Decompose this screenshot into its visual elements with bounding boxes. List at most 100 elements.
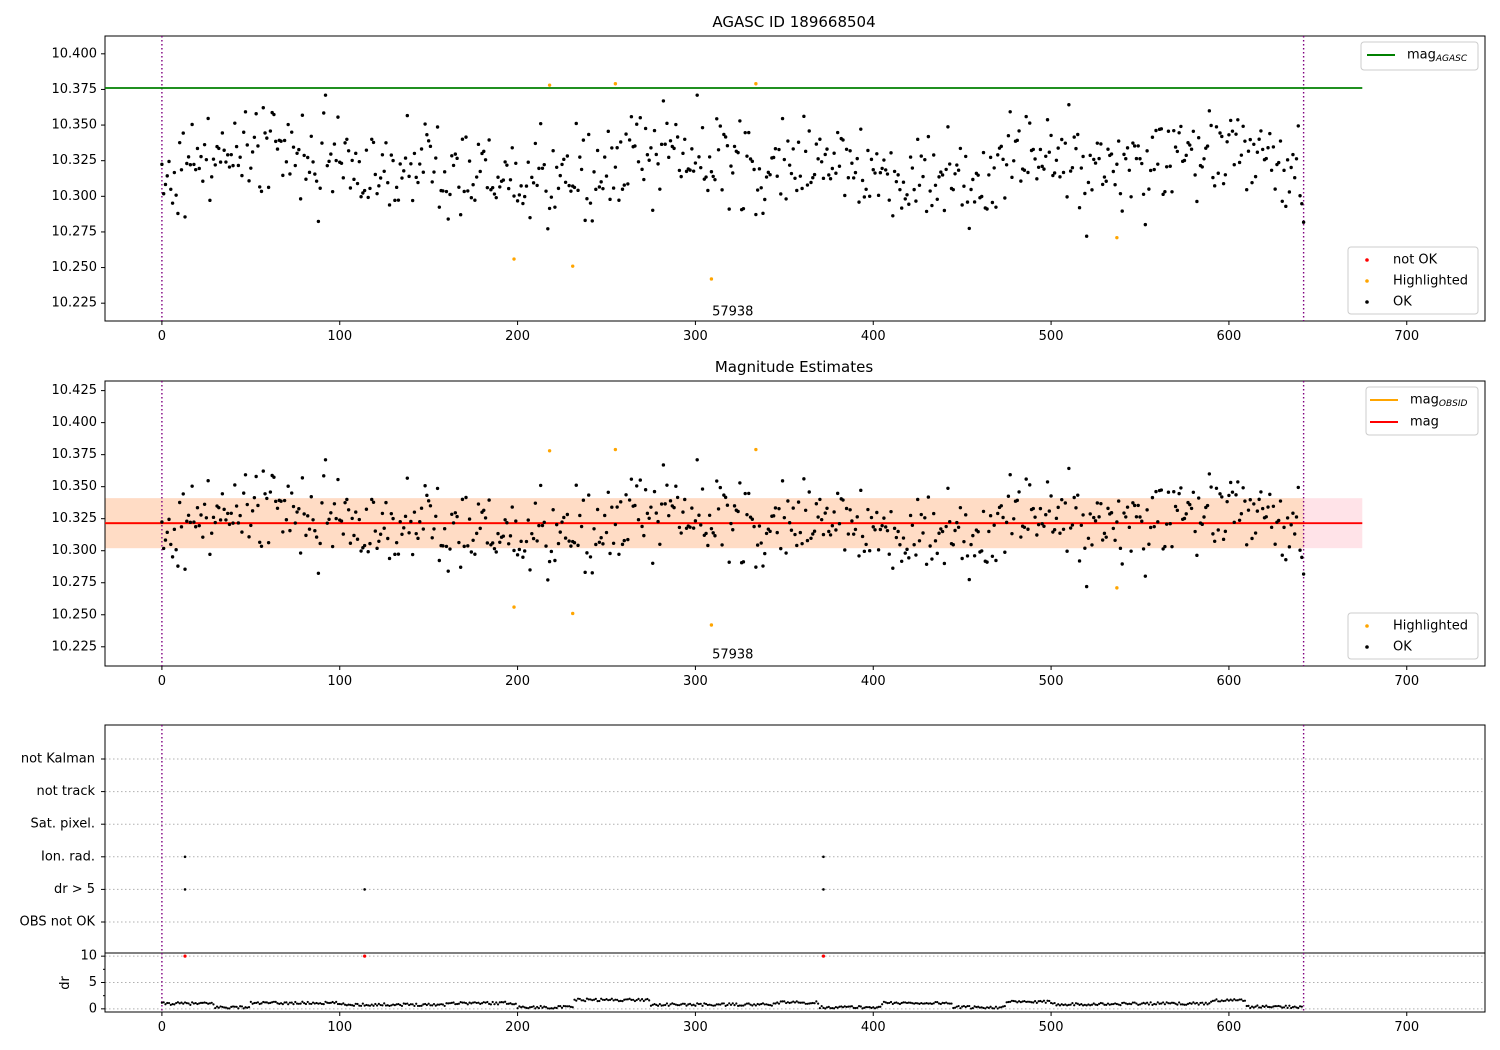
ok-point: [674, 122, 678, 127]
ok-point: [855, 515, 859, 519]
ok-point: [775, 174, 779, 178]
dr-point: [331, 1000, 334, 1004]
ok-point: [752, 524, 756, 529]
ok-point: [871, 525, 875, 529]
ok-point: [1237, 518, 1242, 522]
ok-point: [1177, 491, 1181, 496]
dr-point: [1130, 1003, 1133, 1006]
ok-point: [238, 513, 242, 518]
dr-point: [612, 999, 615, 1002]
ok-point: [1033, 157, 1037, 161]
ok-point: [878, 171, 883, 175]
ok-point: [699, 165, 703, 170]
ok-point: [373, 529, 378, 533]
dr-point: [676, 1004, 679, 1007]
dr-point: [1000, 1006, 1003, 1009]
ok-point: [656, 519, 660, 524]
ok-point: [859, 488, 863, 493]
dr-point: [1300, 1005, 1303, 1008]
dr-point: [630, 998, 633, 1001]
ok-point: [727, 207, 731, 211]
ok-point: [636, 160, 641, 164]
ok-point: [222, 507, 226, 512]
y-tick-label: 5: [89, 975, 97, 990]
ok-point: [994, 558, 998, 563]
ok-point: [174, 548, 178, 552]
dr-point: [801, 1001, 804, 1004]
ok-point: [505, 163, 509, 167]
ok-point: [617, 198, 621, 202]
ok-point: [1060, 137, 1064, 142]
flag-label: dr > 5: [54, 882, 95, 897]
ok-point: [1248, 498, 1252, 502]
ok-point: [691, 526, 696, 530]
ok-point: [796, 500, 801, 504]
ok-point: [1223, 173, 1228, 177]
dr-point: [735, 1002, 738, 1005]
dr-point: [1085, 1004, 1088, 1007]
dr-point: [1119, 1004, 1122, 1007]
dr-point: [955, 1005, 958, 1008]
dr-point: [1044, 1001, 1047, 1004]
ok-point: [848, 508, 852, 512]
dr-point: [543, 1005, 546, 1008]
dr-point: [1025, 1000, 1028, 1004]
x-tick-label: 200: [505, 329, 530, 344]
dr-point: [235, 1005, 238, 1008]
dr-point: [774, 1002, 777, 1005]
ok-point: [197, 166, 201, 171]
dr-point: [265, 1001, 268, 1004]
dr-point: [1179, 1003, 1183, 1006]
ok-point: [1122, 152, 1126, 157]
ok-point: [1211, 532, 1215, 536]
ok-point: [816, 515, 820, 519]
ok-point: [780, 479, 785, 483]
dr-point: [767, 1003, 770, 1006]
ok-point: [1230, 490, 1235, 494]
ok-point: [771, 155, 776, 160]
dr-point: [706, 1003, 709, 1007]
dr-point: [585, 997, 589, 1000]
dr-point: [886, 1002, 889, 1005]
ok-point: [802, 114, 806, 119]
ok-point: [1284, 558, 1288, 562]
ok-point: [272, 112, 276, 117]
ok-point: [784, 551, 788, 555]
legend-label: mag: [1410, 393, 1439, 408]
ok-point: [1266, 146, 1270, 150]
ok-point: [297, 147, 301, 152]
ok-point: [715, 117, 719, 121]
ok-point: [967, 577, 971, 582]
y-tick-label: 10.375: [52, 447, 98, 462]
ok-point: [355, 181, 360, 186]
ok-point: [782, 157, 787, 162]
ok-point: [199, 513, 203, 517]
dr-point: [166, 1001, 169, 1005]
ok-point: [569, 544, 573, 548]
dr-point: [914, 1002, 918, 1005]
ok-point: [412, 510, 417, 514]
ok-point: [231, 163, 235, 168]
dr-point: [486, 1000, 489, 1004]
dr-point: [255, 1001, 258, 1004]
ok-point: [242, 491, 246, 495]
ok-point: [697, 513, 701, 517]
highlighted-point: [709, 623, 714, 627]
ok-point: [555, 522, 559, 527]
ok-point: [402, 526, 406, 530]
dr-point: [555, 1006, 558, 1010]
ok-point: [928, 189, 932, 193]
ok-point: [585, 197, 589, 201]
ok-point: [218, 518, 223, 522]
ok-point: [587, 493, 591, 497]
ok-point: [940, 529, 945, 534]
y-tick-label: 10.250: [52, 607, 98, 622]
ok-point: [939, 527, 943, 531]
ok-point: [435, 125, 440, 129]
ok-point: [626, 537, 630, 542]
ok-point: [1129, 195, 1133, 199]
dr-point: [160, 1001, 164, 1004]
ok-point: [903, 551, 907, 555]
legend-dot-marker: [1365, 279, 1369, 283]
ok-point: [784, 197, 788, 201]
